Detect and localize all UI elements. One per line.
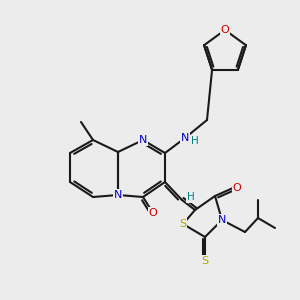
- Text: O: O: [232, 183, 242, 193]
- Text: H: H: [187, 192, 195, 202]
- Text: S: S: [201, 256, 208, 266]
- Text: N: N: [218, 215, 226, 225]
- Text: O: O: [220, 25, 230, 35]
- Text: H: H: [191, 136, 199, 146]
- Text: S: S: [179, 219, 187, 229]
- Text: N: N: [181, 133, 189, 143]
- Text: N: N: [114, 190, 122, 200]
- Text: N: N: [139, 135, 147, 145]
- Text: O: O: [148, 208, 158, 218]
